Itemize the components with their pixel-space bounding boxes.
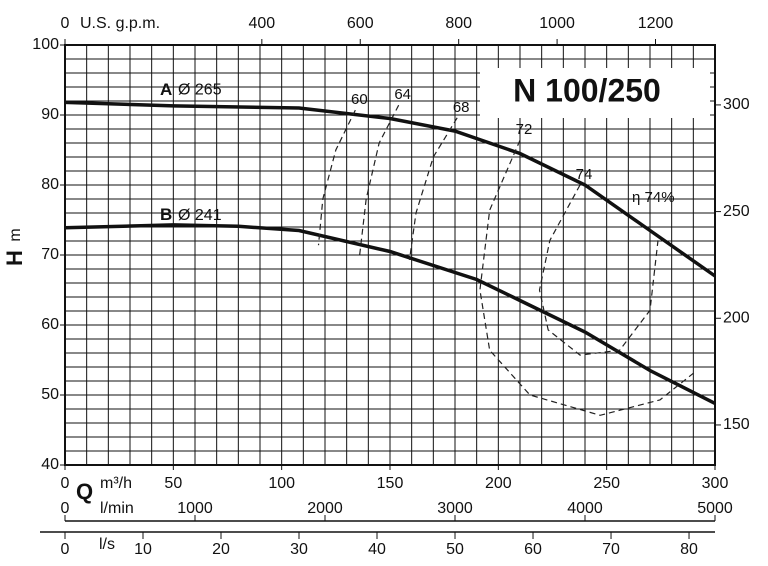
pump-curve: [64, 100, 717, 278]
ls-tick-label: 50: [446, 541, 464, 558]
curve-diameter: Ø 265: [178, 82, 222, 99]
y-tick-label: 100: [32, 36, 59, 53]
x-tick-label: 150: [377, 475, 404, 492]
ls-tick-label: 20: [212, 541, 230, 558]
y-tick-label: 80: [41, 176, 59, 193]
y2-tick-label: 300: [723, 96, 750, 113]
lmin-tick-label: 0: [61, 500, 70, 517]
top-tick-label: 600: [347, 15, 374, 32]
lmin-tick-label: 2000: [307, 500, 343, 517]
curve-label: A: [160, 80, 172, 99]
top-tick-label: 800: [445, 15, 472, 32]
top-tick-label: 0: [61, 15, 70, 32]
curve-diameter: Ø 241: [178, 207, 222, 224]
y2-tick-label: 250: [723, 203, 750, 220]
x-tick-label: 50: [164, 475, 182, 492]
x-tick-label: 200: [485, 475, 512, 492]
title-box: [480, 68, 710, 118]
ls-tick-label: 10: [134, 541, 152, 558]
y-axis-unit: m: [7, 228, 24, 241]
lmin-tick-label: 4000: [567, 500, 603, 517]
x-axis-unit: m³/h: [100, 475, 132, 492]
efficiency-label: 72: [516, 121, 533, 138]
x-axis-label: Q: [76, 479, 93, 504]
lmin-tick-label: 1000: [177, 500, 213, 517]
x-tick-label: 100: [268, 475, 295, 492]
x-tick-label: 0: [61, 475, 70, 492]
efficiency-curve: [317, 109, 356, 246]
ls-tick-label: 0: [61, 541, 70, 558]
y-tick-label: 90: [41, 106, 59, 123]
efficiency-curve: [538, 184, 659, 356]
lmin-tick-label: 3000: [437, 500, 473, 517]
ls-tick-label: 30: [290, 541, 308, 558]
y2-tick-label: 150: [723, 416, 750, 433]
top-tick-label: 1200: [638, 15, 674, 32]
ls-tick-label: 40: [368, 541, 386, 558]
y-tick-label: 60: [41, 316, 59, 333]
annotation: η 74%: [632, 189, 675, 206]
ls-tick-label: 80: [680, 541, 698, 558]
y-tick-label: 70: [41, 246, 59, 263]
y2-tick-label: 200: [723, 309, 750, 326]
chart-title: N 100/250: [513, 72, 661, 108]
y-tick-label: 50: [41, 386, 59, 403]
y-tick-label: 40: [41, 456, 59, 473]
top-axis-label: U.S. g.p.m.: [80, 15, 160, 32]
efficiency-label: 64: [394, 86, 411, 103]
efficiency-label: 74: [576, 166, 593, 183]
efficiency-label: 60: [351, 91, 368, 108]
top-tick-label: 400: [248, 15, 275, 32]
y-axis-label: H: [2, 250, 27, 266]
top-tick-label: 1000: [539, 15, 575, 32]
efficiency-curve: [408, 117, 458, 260]
ls-tick-label: 60: [524, 541, 542, 558]
x-tick-label: 250: [593, 475, 620, 492]
efficiency-curve: [479, 139, 696, 416]
ls-axis-label: l/s: [99, 536, 115, 553]
lmin-axis-label: l/min: [100, 500, 134, 517]
pump-curve: [64, 223, 716, 405]
efficiency-label: 68: [453, 99, 470, 116]
efficiency-curve: [359, 104, 400, 256]
ls-tick-label: 70: [602, 541, 620, 558]
lmin-tick-label: 5000: [697, 500, 733, 517]
curve-label: B: [160, 205, 172, 224]
x-tick-label: 300: [702, 475, 729, 492]
